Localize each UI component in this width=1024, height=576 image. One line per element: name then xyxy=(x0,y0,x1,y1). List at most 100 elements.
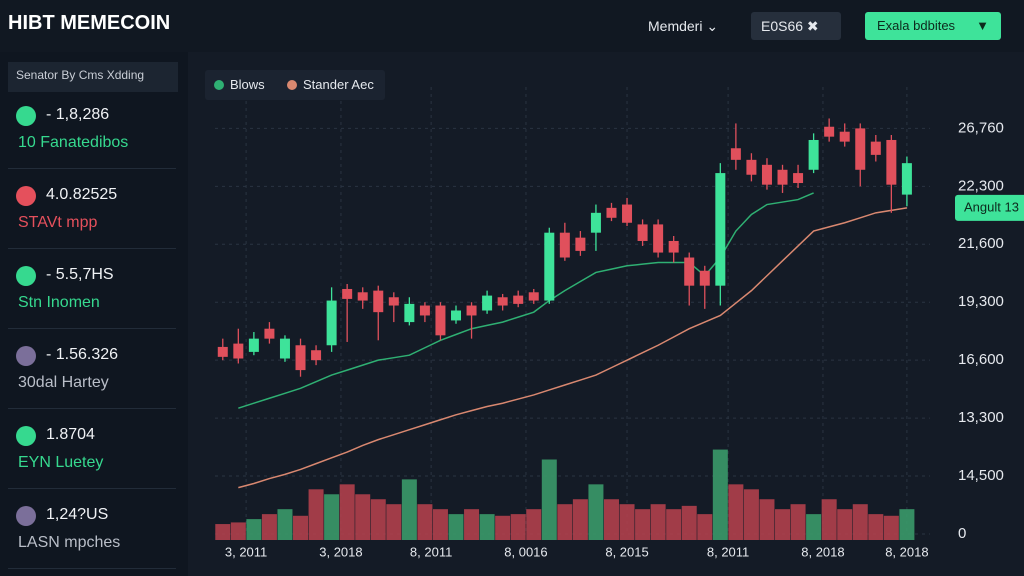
candle-body xyxy=(217,346,228,357)
volume-bar xyxy=(697,514,713,540)
field[interactable]: E0S66 ✖ xyxy=(751,12,841,40)
item-value: - 1.56.326 xyxy=(46,346,119,363)
app-title: HIBT MEMECOIN xyxy=(8,12,171,34)
sidebar-item[interactable]: 1.8704 EYN Luetey xyxy=(8,420,176,489)
volume-bar xyxy=(401,479,417,540)
item-icon xyxy=(16,186,36,206)
volume-bar xyxy=(479,514,495,540)
x-tick-label: 8, 2011 xyxy=(410,544,452,559)
candle-body xyxy=(808,139,819,170)
volume-bar xyxy=(277,509,293,540)
volume-bar xyxy=(588,484,604,540)
volume-bar xyxy=(370,499,386,540)
volume-bar xyxy=(868,514,884,540)
volume-bar xyxy=(759,499,775,540)
item-label: EYN Luetey xyxy=(18,454,104,471)
candle-body xyxy=(451,310,461,321)
candle-body xyxy=(528,292,539,301)
dropdown-button[interactable]: Exala bdbites ▼ xyxy=(865,12,1001,40)
item-label: LASN mpches xyxy=(18,534,121,551)
volume-bar xyxy=(386,504,402,540)
field-text: E0S66 xyxy=(761,18,804,34)
candle-body xyxy=(575,237,586,251)
item-icon xyxy=(16,506,36,526)
candle-body xyxy=(746,159,757,175)
volume-bar xyxy=(293,515,309,540)
candle-body xyxy=(311,350,322,361)
volume-bar xyxy=(666,509,682,540)
candle-body xyxy=(824,126,835,137)
candle-body xyxy=(637,224,648,241)
volume-bar xyxy=(432,509,448,540)
volume-bar xyxy=(790,504,806,540)
candle-body xyxy=(699,270,710,286)
top-bar xyxy=(0,0,1024,52)
volume-bar xyxy=(821,499,837,540)
volume-bar xyxy=(355,494,371,540)
volume-bar xyxy=(728,484,744,540)
item-icon xyxy=(16,346,36,366)
candle-body xyxy=(342,288,353,299)
candle-body xyxy=(559,232,570,258)
menu[interactable]: Memderi ⌄ xyxy=(648,18,719,34)
candle-body xyxy=(357,292,368,301)
legend-label: Stander Aec xyxy=(303,77,374,92)
x-tick-label: 8, 0016 xyxy=(504,544,547,559)
sidebar-title: Senator By Cms Xdding xyxy=(8,62,178,92)
legend-swatch xyxy=(287,80,297,90)
y-tick-label: 26,760 xyxy=(958,119,1004,136)
candle-body xyxy=(279,338,290,359)
item-label: 30dal Hartey xyxy=(18,374,109,391)
item-value: 4.0.82525 xyxy=(46,186,118,203)
candle-body xyxy=(388,297,399,306)
volume-bar xyxy=(650,504,666,540)
x-tick-label: 8, 2011 xyxy=(707,544,749,559)
legend-label: Blows xyxy=(230,77,265,92)
item-icon xyxy=(16,266,36,286)
volume-bar xyxy=(557,504,573,540)
candle-body xyxy=(295,345,306,371)
x-tick-label: 3, 2011 xyxy=(225,544,267,559)
legend-swatch xyxy=(214,80,224,90)
volume-bar xyxy=(883,515,899,540)
candle-body xyxy=(544,232,555,301)
volume-bar xyxy=(230,522,246,540)
candle-body xyxy=(761,164,772,185)
candle-body xyxy=(653,224,664,253)
candle-body xyxy=(466,305,477,316)
volume-bar xyxy=(448,514,464,540)
x-tick-label: 8, 2018 xyxy=(885,544,928,559)
item-value: - 1,8,286 xyxy=(46,106,110,123)
volume-bar xyxy=(712,449,728,540)
sidebar-item[interactable]: 1,24?US LASN mpches xyxy=(8,500,176,569)
sidebar-item[interactable]: - 1,8,286 10 Fanatedibos xyxy=(8,100,176,169)
x-tick-label: 3, 2018 xyxy=(319,544,362,559)
candle-body xyxy=(590,212,601,233)
candle-body xyxy=(870,141,881,155)
sidebar-item[interactable]: - 5.5,7HS Stn Inomen xyxy=(8,260,176,329)
candle-body xyxy=(419,305,430,316)
price-flag xyxy=(955,194,1024,221)
menu-label: Memderi xyxy=(648,18,703,34)
candle-body xyxy=(248,338,259,352)
volume-bar xyxy=(495,515,511,540)
legend: Blows Stander Aec xyxy=(205,70,385,100)
item-value: 1,24?US xyxy=(46,506,109,523)
volume-bar xyxy=(339,484,355,540)
candle-body xyxy=(264,328,275,339)
volume-bar xyxy=(837,509,853,540)
volume-bar xyxy=(324,494,340,540)
item-label: Stn Inomen xyxy=(18,294,100,311)
volume-bar xyxy=(246,519,262,540)
volume-bar xyxy=(261,514,277,540)
volume-bar xyxy=(681,505,697,540)
volume-bar xyxy=(743,489,759,540)
sidebar-item[interactable]: - 1.56.326 30dal Hartey xyxy=(8,340,176,409)
sidebar-item[interactable]: 4.0.82525 STAVt mpp xyxy=(8,180,176,249)
y-tick-label: 14,500 xyxy=(958,467,1004,484)
candle-body xyxy=(606,207,617,218)
volume-bar xyxy=(603,499,619,540)
candle-body xyxy=(233,343,244,359)
candle-body xyxy=(373,290,384,313)
candle-body xyxy=(839,131,850,142)
